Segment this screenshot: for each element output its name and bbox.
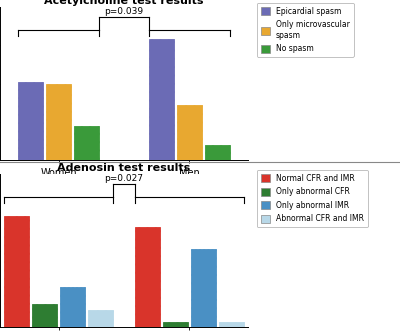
Bar <box>219 322 244 327</box>
Legend: Normal CFR and IMR, Only abnormal CFR, Only abnormal IMR, Abnormal CFR and IMR: Normal CFR and IMR, Only abnormal CFR, O… <box>257 170 368 227</box>
Text: p=0.039: p=0.039 <box>104 7 144 16</box>
Bar <box>205 145 230 160</box>
Title: Adenosin test results: Adenosin test results <box>57 163 191 173</box>
Bar <box>32 304 57 327</box>
Bar <box>177 105 202 160</box>
Bar <box>163 322 188 327</box>
Bar <box>46 84 71 160</box>
Bar <box>149 39 174 160</box>
Bar <box>191 248 216 327</box>
Legend: Epicardial spasm, Only microvascular
spasm, No spasm: Epicardial spasm, Only microvascular spa… <box>257 3 354 57</box>
Text: p=0.027: p=0.027 <box>104 174 144 183</box>
Title: Acetylcholine test results: Acetylcholine test results <box>44 0 204 6</box>
Bar <box>135 227 160 327</box>
Bar <box>4 216 29 327</box>
Bar <box>60 287 85 327</box>
Bar <box>88 310 113 327</box>
Bar <box>74 126 99 160</box>
Bar <box>18 81 43 160</box>
